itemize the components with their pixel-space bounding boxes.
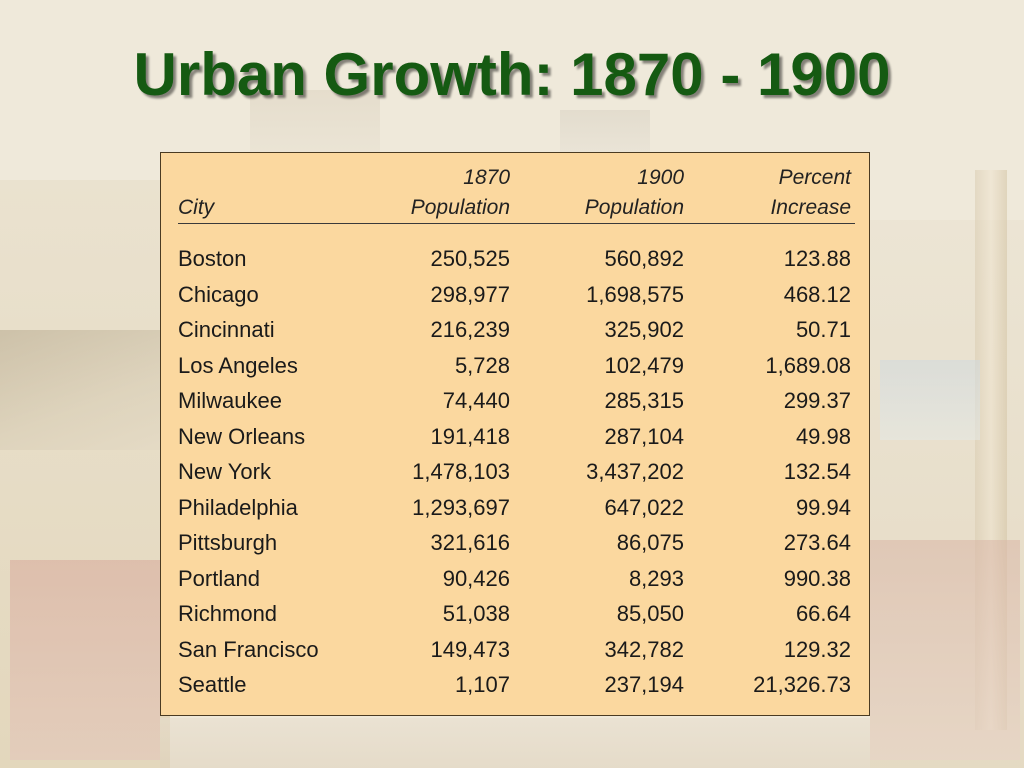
population-table: City 1870 Population 1900 Population Per… [160,152,870,716]
population-1870-cell: 1,107 [454,672,510,697]
city-cell: Pittsburgh [178,530,278,555]
header-1870-line1: 1870 [463,166,510,189]
population-1870-cell: 51,038 [442,601,510,626]
city-cell: New Orleans [178,423,306,449]
city-cell: Cincinnati [178,317,275,342]
population-1900-cell: 102,479 [604,352,684,378]
table-row: Philadelphia 1,293,697 647,022 99.94 [178,490,855,526]
population-1870-cell: 250,525 [430,246,510,271]
header-city: City [178,193,378,223]
header-1900-population: 1900 Population [510,163,684,223]
backdrop-tower-right [560,110,650,160]
city-cell: San Francisco [178,636,319,662]
city-cell: Seattle [178,672,247,697]
city-cell: New York [178,459,271,484]
table-row: Pittsburgh 321,616 86,075 273.64 [178,525,855,561]
table-body: Boston 250,525 560,892 123.88 Chicago 298,977… [178,224,855,703]
backdrop-bridge [0,330,160,450]
city-cell: Philadelphia [178,494,298,520]
population-1870-cell: 74,440 [442,388,510,413]
population-1900-cell: 3,437,202 [586,459,684,484]
table-row: Seattle 1,107 237,194 21,326.73 [178,667,855,703]
population-1900-cell: 285,315 [604,388,684,413]
table-row: Portland 90,426 8,293 990.38 [178,561,855,597]
percent-increase-cell: 132.54 [783,459,851,484]
table-row: New Orleans 191,418 287,104 49.98 [178,419,855,455]
city-cell: Richmond [178,601,278,626]
population-1870-cell: 1,293,697 [412,494,510,520]
population-1900-cell: 647,022 [604,494,684,520]
population-1870-cell: 1,478,103 [412,459,510,484]
city-cell: Los Angeles [178,352,298,378]
percent-increase-cell: 1,689.08 [765,352,851,378]
population-1900-cell: 1,698,575 [586,281,684,307]
population-1870-cell: 90,426 [442,565,510,591]
population-1870-cell: 5,728 [454,352,510,378]
percent-increase-cell: 990.38 [783,565,851,591]
population-1900-cell: 342,782 [604,636,684,662]
header-pct-line2: Increase [770,196,851,219]
percent-increase-cell: 129.32 [783,636,851,662]
population-1900-cell: 85,050 [616,601,684,626]
table-row: Richmond 51,038 85,050 66.64 [178,596,855,632]
header-1870-line2: Population [410,196,510,219]
header-1900-line1: 1900 [637,166,684,189]
table-row: Chicago 298,977 1,698,575 468.12 [178,277,855,313]
header-1870-population: 1870 Population [378,163,510,223]
percent-increase-cell: 273.64 [783,530,851,555]
percent-increase-cell: 299.37 [783,388,851,413]
backdrop-water [880,360,980,440]
table-row: Boston 250,525 560,892 123.88 [178,241,855,277]
population-1900-cell: 237,194 [604,672,684,697]
population-1870-cell: 321,616 [430,530,510,555]
header-pct-line1: Percent [778,166,851,189]
population-1870-cell: 191,418 [430,423,510,449]
header-1900-line2: Population [584,196,684,219]
header-percent-increase: Percent Increase [684,163,851,223]
population-1870-cell: 298,977 [430,281,510,307]
population-1900-cell: 8,293 [628,565,684,591]
city-cell: Portland [178,565,260,591]
city-cell: Boston [178,246,247,271]
percent-increase-cell: 50.71 [795,317,851,342]
backdrop-left-houses [10,560,160,760]
percent-increase-cell: 49.98 [795,423,851,449]
city-cell: Milwaukee [178,388,282,413]
percent-increase-cell: 99.94 [795,494,851,520]
table-row: Milwaukee 74,440 285,315 299.37 [178,383,855,419]
population-1900-cell: 325,902 [604,317,684,342]
population-1900-cell: 560,892 [604,246,684,271]
backdrop-street [160,718,870,768]
slide-title: Urban Growth: 1870 - 1900 [133,41,891,108]
city-cell: Chicago [178,281,259,307]
table-row: San Francisco 149,473 342,782 129.32 [178,632,855,668]
percent-increase-cell: 21,326.73 [753,672,851,697]
percent-increase-cell: 468.12 [783,281,851,307]
header-city-label: City [178,196,215,219]
backdrop-tower-left [250,90,380,160]
percent-increase-cell: 123.88 [783,246,851,271]
table-row: Los Angeles 5,728 102,479 1,689.08 [178,348,855,384]
population-1870-cell: 149,473 [430,636,510,662]
backdrop-right-houses [870,540,1020,760]
table-header-row: City 1870 Population 1900 Population Per… [178,165,855,224]
table-row: Cincinnati 216,239 325,902 50.71 [178,312,855,348]
table-row: New York 1,478,103 3,437,202 132.54 [178,454,855,490]
population-1900-cell: 86,075 [616,530,684,555]
percent-increase-cell: 66.64 [795,601,851,626]
table-grid: City 1870 Population 1900 Population Per… [178,165,855,703]
population-1870-cell: 216,239 [430,317,510,342]
population-1900-cell: 287,104 [604,423,684,449]
